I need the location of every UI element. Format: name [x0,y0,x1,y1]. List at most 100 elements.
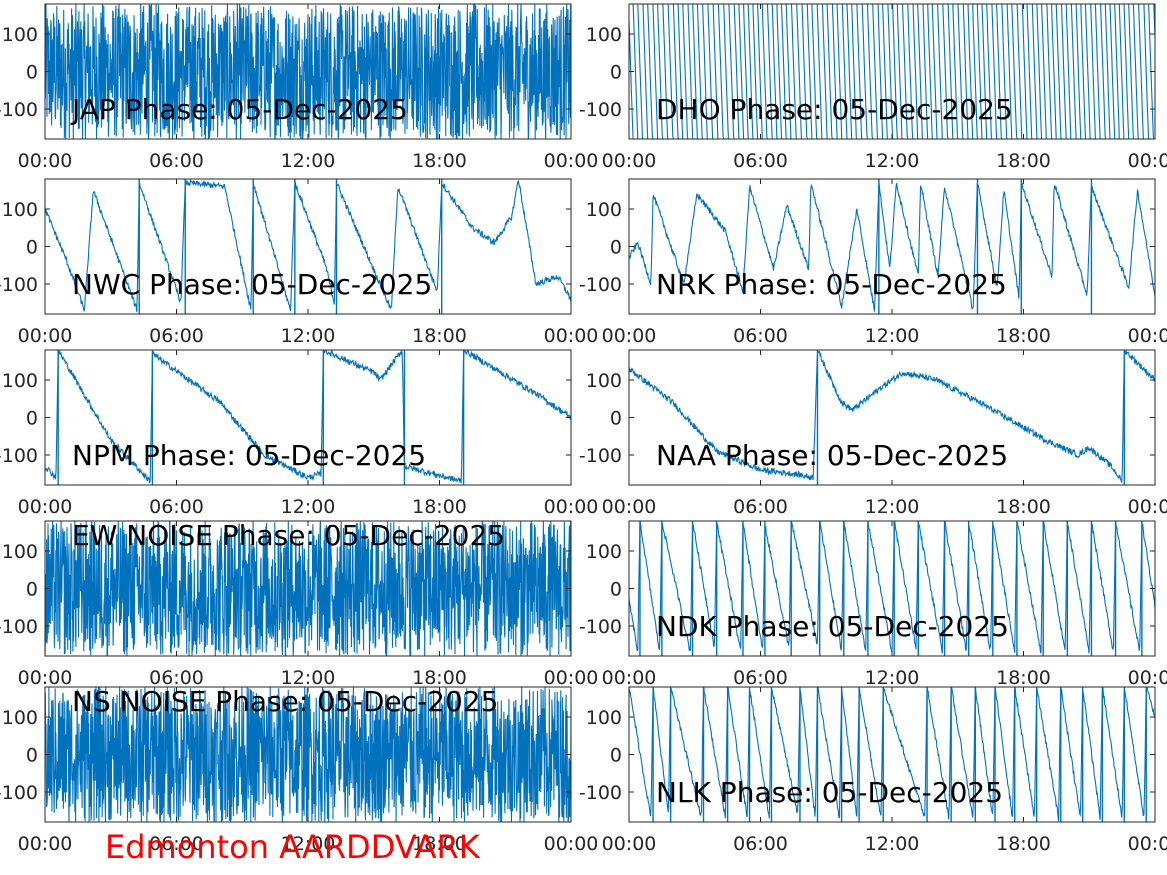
y-tick-label: -100 [579,99,622,121]
x-tick-label: 12:00 [865,833,920,855]
x-tick-label: 18:00 [996,667,1051,689]
x-tick-label: 18:00 [996,496,1051,518]
x-tick-label: 00:00 [18,325,73,347]
x-tick-label: 00:00 [544,325,599,347]
x-tick-label: 06:00 [733,496,788,518]
y-tick-label: 0 [26,408,38,430]
x-tick-label: 12:00 [281,496,336,518]
x-tick-label: 18:00 [412,150,467,172]
y-tick-label: 0 [26,745,38,767]
station-label: Edmonton AARDDVARK [105,828,480,866]
x-tick-label: 00:00 [602,667,657,689]
x-tick-label: 12:00 [865,496,920,518]
panel-title: NRK Phase: 05-Dec-2025 [656,268,1007,301]
x-tick-label: 00:00 [1128,150,1167,172]
y-tick-label: 100 [586,707,622,729]
y-tick-label: 0 [610,62,622,84]
phase-trace [629,4,1155,139]
x-tick-label: 18:00 [412,667,467,689]
panel-title: NAA Phase: 05-Dec-2025 [656,439,1008,472]
y-tick-label: 100 [2,707,38,729]
panel-title: DHO Phase: 05-Dec-2025 [656,93,1013,126]
y-tick-label: 0 [610,408,622,430]
x-tick-label: 06:00 [149,833,204,855]
x-tick-label: 18:00 [996,150,1051,172]
y-tick-label: 0 [26,579,38,601]
panel-title: EW NOISE Phase: 05-Dec-2025 [72,519,505,552]
panel-6: 00:00 06:00 12:00 18:00 00:00 100 0 -100 NAA Pha… [579,349,1167,518]
panel-2: 00:00 06:00 12:00 18:00 00:00 100 0 -100 DHO Pha… [579,3,1167,172]
x-tick-label: 00:00 [1128,667,1167,689]
panel-5: 00:00 06:00 12:00 18:00 00:00 100 0 -100 NPM Pha… [0,349,599,518]
y-tick-label: -100 [579,782,622,804]
panel-8: 00:00 06:00 12:00 18:00 00:00 100 0 -100 NDK Pha… [579,520,1167,689]
x-tick-label: 12:00 [281,150,336,172]
x-tick-label: 06:00 [733,325,788,347]
y-tick-label: -100 [0,274,38,296]
x-tick-label: 18:00 [996,833,1051,855]
y-tick-label: 0 [26,237,38,259]
x-tick-label: 00:00 [1128,833,1167,855]
x-tick-label: 00:00 [18,833,73,855]
y-tick-label: -100 [579,274,622,296]
x-tick-label: 18:00 [412,496,467,518]
x-tick-label: 00:00 [1128,325,1167,347]
y-tick-label: 0 [26,62,38,84]
x-tick-label: 18:00 [412,833,467,855]
y-tick-label: 100 [586,199,622,221]
y-tick-label: -100 [579,445,622,467]
x-tick-label: 12:00 [865,667,920,689]
y-tick-label: -100 [0,616,38,638]
phase-trace [629,350,1155,483]
x-tick-label: 06:00 [733,833,788,855]
phase-trace [45,521,571,656]
panel-title: NLK Phase: 05-Dec-2025 [656,776,1003,809]
x-tick-label: 12:00 [865,325,920,347]
x-tick-label: 06:00 [733,667,788,689]
x-tick-label: 00:00 [602,325,657,347]
phase-trace [45,4,571,139]
x-tick-label: 00:00 [602,150,657,172]
y-tick-label: 100 [586,370,622,392]
y-tick-label: 100 [586,24,622,46]
phase-trace [629,687,1155,822]
x-tick-label: 00:00 [544,150,599,172]
x-tick-label: 00:00 [18,496,73,518]
x-tick-label: 00:00 [18,667,73,689]
y-tick-label: -100 [0,782,38,804]
x-tick-label: 12:00 [865,150,920,172]
y-tick-label: 0 [610,237,622,259]
x-tick-label: 06:00 [149,496,204,518]
x-tick-label: 12:00 [281,325,336,347]
x-tick-label: 06:00 [149,325,204,347]
x-tick-label: 06:00 [149,150,204,172]
phase-trace [45,179,571,313]
x-tick-label: 00:00 [1128,496,1167,518]
x-tick-label: 00:00 [602,833,657,855]
y-tick-label: 0 [610,745,622,767]
y-tick-label: -100 [0,99,38,121]
y-tick-label: 0 [610,579,622,601]
x-tick-label: 00:00 [544,833,599,855]
x-tick-label: 18:00 [996,325,1051,347]
panel-title: JAP Phase: 05-Dec-2025 [70,93,408,126]
panel-title: NS NOISE Phase: 05-Dec-2025 [72,685,498,718]
panel-title: NDK Phase: 05-Dec-2025 [656,610,1009,643]
x-tick-label: 00:00 [18,150,73,172]
x-tick-label: 00:00 [544,667,599,689]
x-tick-label: 06:00 [733,150,788,172]
y-tick-label: 100 [2,199,38,221]
panel-10: 00:00 06:00 12:00 18:00 00:00 100 0 -100 NLK Pha… [579,686,1167,855]
panel-title: NPM Phase: 05-Dec-2025 [72,439,426,472]
x-tick-label: 00:00 [544,496,599,518]
y-tick-label: -100 [0,445,38,467]
y-tick-label: 100 [2,370,38,392]
panel-1: 00:00 06:00 12:00 18:00 00:00 100 0 -100 JAP Pha… [0,3,599,172]
x-tick-label: 12:00 [281,833,336,855]
x-tick-label: 12:00 [281,667,336,689]
x-tick-label: 06:00 [149,667,204,689]
panel-7: 00:00 06:00 12:00 18:00 00:00 100 0 -100 EW NOIS… [0,519,598,689]
y-tick-label: 100 [2,541,38,563]
y-tick-label: -100 [579,616,622,638]
